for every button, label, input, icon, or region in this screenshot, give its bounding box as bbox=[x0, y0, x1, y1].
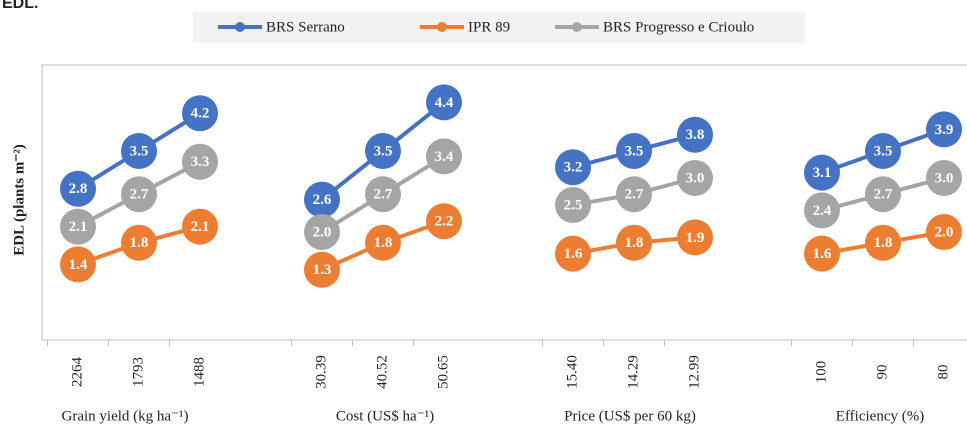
data-point bbox=[616, 133, 652, 169]
value-label: 3.5 bbox=[625, 143, 644, 159]
value-label: 4.4 bbox=[435, 95, 454, 111]
data-point bbox=[304, 181, 340, 218]
data-point bbox=[804, 235, 840, 272]
value-label: 2.7 bbox=[374, 187, 393, 203]
value-label: 3.0 bbox=[686, 170, 705, 186]
value-label: 1.8 bbox=[625, 235, 644, 251]
value-label: 1.6 bbox=[564, 246, 583, 262]
x-tick-label: 15.40 bbox=[564, 355, 580, 389]
value-label: 2.7 bbox=[130, 187, 149, 203]
value-label: 3.9 bbox=[935, 122, 954, 138]
data-point bbox=[426, 138, 462, 175]
data-point bbox=[677, 116, 713, 153]
data-point bbox=[60, 246, 96, 283]
data-point bbox=[60, 170, 96, 207]
value-label: 3.4 bbox=[435, 149, 454, 165]
value-label: 3.3 bbox=[191, 154, 210, 170]
data-point bbox=[121, 133, 157, 169]
value-label: 2.8 bbox=[69, 181, 88, 197]
data-point bbox=[182, 208, 218, 245]
data-point bbox=[926, 214, 962, 250]
x-tick-label: 2264 bbox=[69, 357, 85, 388]
x-tick-label: 1488 bbox=[191, 357, 207, 387]
value-label: 4.2 bbox=[191, 106, 210, 122]
value-label: 1.9 bbox=[686, 230, 705, 246]
x-tick-label: 100 bbox=[813, 361, 829, 384]
x-tick-label: 90 bbox=[874, 365, 890, 380]
value-label: 1.3 bbox=[313, 262, 332, 278]
group-label: Grain yield (kg ha⁻¹) bbox=[62, 408, 189, 424]
value-label: 2.0 bbox=[935, 224, 954, 240]
data-point bbox=[426, 84, 462, 121]
legend-marker bbox=[437, 22, 447, 32]
data-point bbox=[677, 160, 713, 196]
group-label: Efficiency (%) bbox=[836, 408, 924, 424]
legend-label: IPR 89 bbox=[468, 19, 510, 35]
legend-label: BRS Progresso e Crioulo bbox=[603, 19, 754, 35]
data-point bbox=[365, 133, 401, 169]
data-point bbox=[555, 187, 591, 223]
value-label: 2.7 bbox=[625, 187, 644, 203]
value-label: 2.4 bbox=[813, 203, 832, 219]
group-label: Price (US$ per 60 kg) bbox=[564, 408, 696, 424]
data-point bbox=[804, 192, 840, 229]
value-label: 1.8 bbox=[374, 235, 393, 251]
data-point bbox=[182, 95, 218, 132]
data-point bbox=[616, 224, 652, 261]
data-point bbox=[616, 176, 652, 213]
value-label: 1.8 bbox=[130, 235, 149, 251]
value-label: 3.5 bbox=[130, 143, 149, 159]
value-label: 3.8 bbox=[686, 127, 705, 143]
data-point bbox=[365, 224, 401, 261]
value-label: 3.1 bbox=[813, 165, 832, 181]
value-label: 3.2 bbox=[564, 160, 583, 176]
x-tick-label: 40.52 bbox=[374, 355, 390, 389]
x-tick-label: 30.39 bbox=[313, 355, 329, 389]
data-point bbox=[555, 149, 591, 186]
value-label: 1.8 bbox=[874, 235, 893, 251]
value-label: 2.5 bbox=[564, 197, 583, 213]
x-tick-label: 50.65 bbox=[435, 355, 451, 389]
x-tick-label: 14.29 bbox=[625, 355, 641, 389]
data-point bbox=[121, 176, 157, 213]
value-label: 2.2 bbox=[435, 214, 454, 230]
data-point bbox=[555, 235, 591, 272]
data-point bbox=[365, 176, 401, 213]
value-label: 2.1 bbox=[191, 219, 210, 235]
value-label: 3.5 bbox=[374, 143, 393, 159]
value-label: 2.7 bbox=[874, 187, 893, 203]
value-label: 2.0 bbox=[313, 224, 332, 240]
data-point bbox=[304, 251, 340, 288]
value-label: 3.0 bbox=[935, 170, 954, 186]
data-point bbox=[182, 143, 218, 180]
data-point bbox=[304, 214, 340, 250]
data-point bbox=[865, 224, 901, 261]
legend-marker bbox=[572, 22, 582, 32]
data-point bbox=[426, 203, 462, 240]
legend-label: BRS Serrano bbox=[266, 19, 345, 35]
data-point bbox=[926, 111, 962, 148]
value-label: 2.6 bbox=[313, 192, 332, 208]
group-label: Cost (US$ ha⁻¹) bbox=[336, 408, 434, 424]
data-point bbox=[865, 176, 901, 213]
x-tick-label: 80 bbox=[935, 365, 951, 380]
value-label: 1.6 bbox=[813, 246, 832, 262]
y-axis-label: EDL (plants m⁻²) bbox=[11, 144, 27, 256]
data-point bbox=[926, 160, 962, 196]
data-point bbox=[121, 224, 157, 261]
x-tick-label: 12.99 bbox=[686, 355, 702, 389]
x-tick-label: 1793 bbox=[130, 357, 146, 387]
legend-marker bbox=[235, 22, 245, 32]
data-point bbox=[804, 154, 840, 191]
data-point bbox=[865, 133, 901, 169]
chart-title: EDL. bbox=[2, 0, 38, 12]
data-point bbox=[60, 208, 96, 245]
value-label: 3.5 bbox=[874, 143, 893, 159]
data-point bbox=[677, 219, 713, 256]
legend-box bbox=[193, 12, 805, 43]
value-label: 2.1 bbox=[69, 219, 88, 235]
value-label: 1.4 bbox=[69, 257, 88, 273]
